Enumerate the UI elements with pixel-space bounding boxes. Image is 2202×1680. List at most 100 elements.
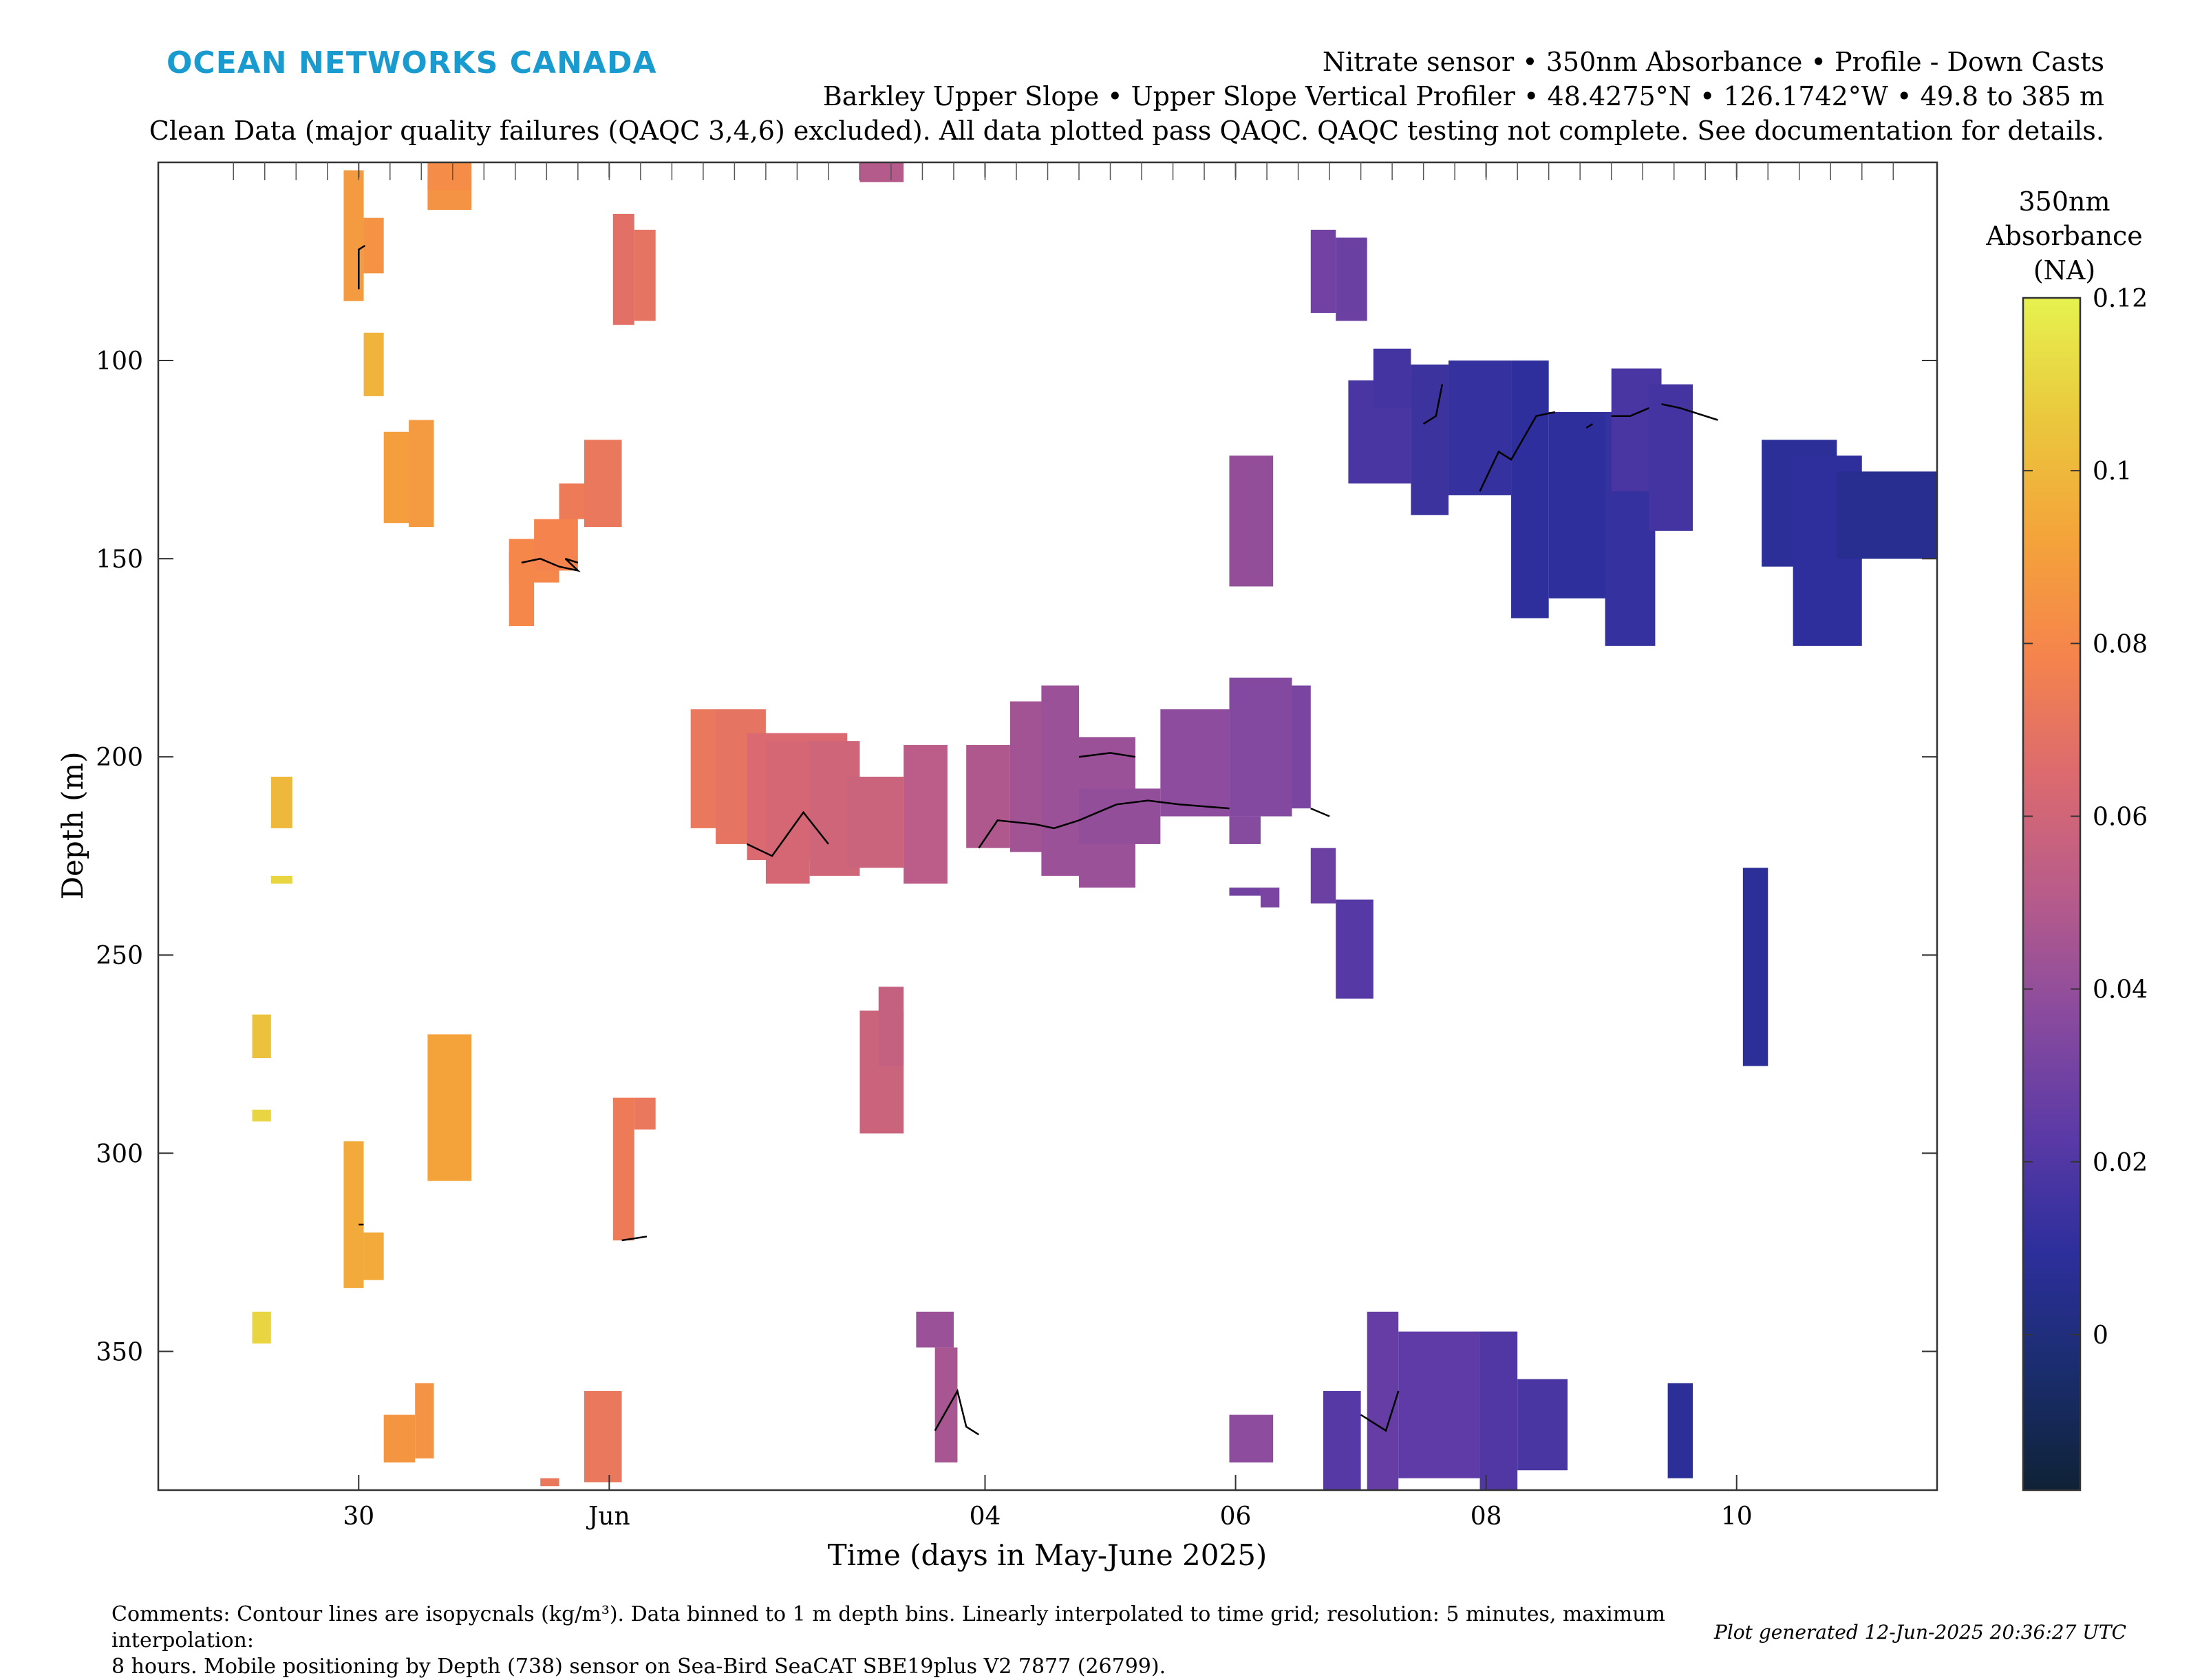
heatmap-cell: [634, 1097, 656, 1130]
x-tick-label: Jun: [586, 1503, 630, 1531]
x-axis-label: Time (days in May-June 2025): [828, 1538, 1268, 1572]
heatmap-cell: [1511, 360, 1549, 618]
heatmap-cell: [1229, 677, 1292, 817]
heatmap-cell: [1367, 1311, 1399, 1490]
heatmap-cell: [1041, 685, 1080, 876]
heatmap-cell: [966, 744, 1010, 848]
isopycnal-line: [521, 557, 581, 572]
colorbar-title: 350nm Absorbance (NA): [1961, 184, 2168, 288]
heatmap-cell: [270, 776, 292, 828]
heatmap-cell: [427, 162, 472, 191]
heatmap-cell: [540, 1478, 559, 1487]
heatmap-cell: [409, 420, 434, 528]
heatmap-cell: [1336, 899, 1373, 999]
heatmap-cell: [383, 1414, 416, 1463]
heatmap-cell: [1260, 887, 1280, 908]
colorbar-tick-label: 0.04: [2093, 976, 2148, 1004]
heatmap-cell: [1229, 1414, 1274, 1463]
y-tick-label: 350: [96, 1338, 143, 1366]
y-axis-label: Depth (m): [56, 751, 89, 899]
isopycnal-line: [1310, 807, 1330, 817]
heatmap-cell: [847, 776, 904, 868]
isopycnal-line: [1078, 752, 1136, 758]
colorbar: 0 0.02 0.04 0.06 0.08 0.1 0.12: [2022, 285, 2148, 1491]
x-tick-label: 06: [1220, 1503, 1252, 1531]
heatmap-cell: [1323, 1390, 1361, 1490]
heatmap-cell: [1310, 229, 1336, 313]
heatmap-cell: [634, 229, 656, 321]
heatmap-cell: [584, 440, 622, 528]
heatmap-cell: [904, 744, 948, 884]
heatmap-cell: [1373, 348, 1411, 409]
y-tick-label: 250: [96, 942, 143, 970]
x-tick-label: 10: [1721, 1503, 1753, 1531]
heatmap-cell: [1079, 788, 1161, 844]
heatmap-cell: [534, 519, 578, 571]
heatmap-cell: [1479, 1331, 1518, 1490]
y-tick-label: 100: [96, 347, 143, 376]
heatmap-cell: [1411, 364, 1449, 515]
isopycnal-contours: [358, 244, 1718, 1436]
heatmap-cell: [584, 1390, 622, 1483]
y-tick-label: 300: [96, 1140, 143, 1168]
heatmap-cell: [363, 217, 384, 274]
heatmap-cell: [427, 1034, 472, 1181]
y-tick-label: 200: [96, 744, 143, 772]
heatmap-cell: [1449, 360, 1512, 495]
heatmap-cell: [612, 213, 634, 325]
x-axis: 30 Jun 04 06 08 10: [343, 162, 1753, 1531]
chart-title-line2: Barkley Upper Slope • Upper Slope Vertic…: [822, 81, 2104, 111]
heatmap-cell: [1649, 384, 1693, 531]
heatmap-cell: [916, 1311, 954, 1348]
isopycnal-line: [1661, 403, 1718, 421]
heatmap-cell: [1742, 868, 1768, 1066]
isopycnal-line: [1360, 1390, 1400, 1432]
isopycnal-line: [621, 1236, 648, 1242]
heatmap-cell: [343, 170, 364, 301]
comments-line1: Comments: Contour lines are isopycnals (…: [111, 1602, 1665, 1652]
isopycnal-line: [1585, 423, 1594, 429]
heatmap-cell: [1398, 1331, 1480, 1478]
x-tick-label: 04: [970, 1503, 1001, 1531]
colorbar-title-line2: Absorbance: [1986, 221, 2143, 251]
heatmap-cell: [415, 1383, 434, 1458]
heatmap-cell: [1517, 1379, 1568, 1471]
heatmap-cell: [1667, 1383, 1693, 1478]
plot-generated-stamp: Plot generated 12-Jun-2025 20:36:27 UTC: [1714, 1621, 2126, 1644]
heatmap-cell: [343, 1141, 364, 1289]
heatmap-cell: [363, 1232, 384, 1280]
colorbar-tick-label: 0.08: [2093, 630, 2148, 658]
isopycnal-line: [747, 810, 829, 857]
heatmap-cell: [1229, 816, 1261, 844]
heatmap-cell: [1837, 471, 1937, 559]
profile-time-ticks: [233, 162, 1894, 180]
heatmap-cell: [1160, 709, 1230, 817]
heatmap-cell: [612, 1097, 634, 1241]
y-axis: 100 150 200 250 300 350: [96, 347, 1937, 1366]
y-tick-label: 150: [96, 546, 143, 574]
isopycnal-line: [1422, 384, 1444, 425]
heatmap-cell: [1229, 887, 1261, 896]
colorbar-title-line3: (NA): [2033, 255, 2096, 286]
heatmap-cell: [859, 162, 904, 182]
isopycnal-line: [358, 244, 366, 290]
isopycnal-line: [978, 799, 1230, 849]
x-tick-label: 08: [1471, 1503, 1502, 1531]
heatmap-cell: [878, 987, 904, 1066]
comments-line2: 8 hours. Mobile positioning by Depth (73…: [111, 1655, 1166, 1679]
colorbar-tick-label: 0.1: [2093, 457, 2132, 486]
logo-onc: OCEAN NETWORKS CANADA: [167, 45, 657, 80]
heatmap-cell: [934, 1347, 958, 1463]
colorbar-tick-label: 0.06: [2093, 803, 2148, 831]
isopycnal-line: [934, 1388, 980, 1436]
chart-title-line3: Clean Data (major quality failures (QAQC…: [149, 116, 2104, 146]
x-tick-label: 30: [343, 1503, 374, 1531]
heatmap-cell: [270, 876, 292, 884]
heatmap-cell: [252, 1311, 271, 1344]
chart-title-line1: Nitrate sensor • 350nm Absorbance • Prof…: [1322, 47, 2104, 77]
colorbar-title-line1: 350nm: [2018, 186, 2110, 217]
colorbar-tick-label: 0.12: [2093, 285, 2148, 313]
heatmap-cell: [363, 332, 384, 396]
heatmap-cell: [1292, 685, 1311, 809]
colorbar-tick-label: 0: [2093, 1322, 2108, 1350]
